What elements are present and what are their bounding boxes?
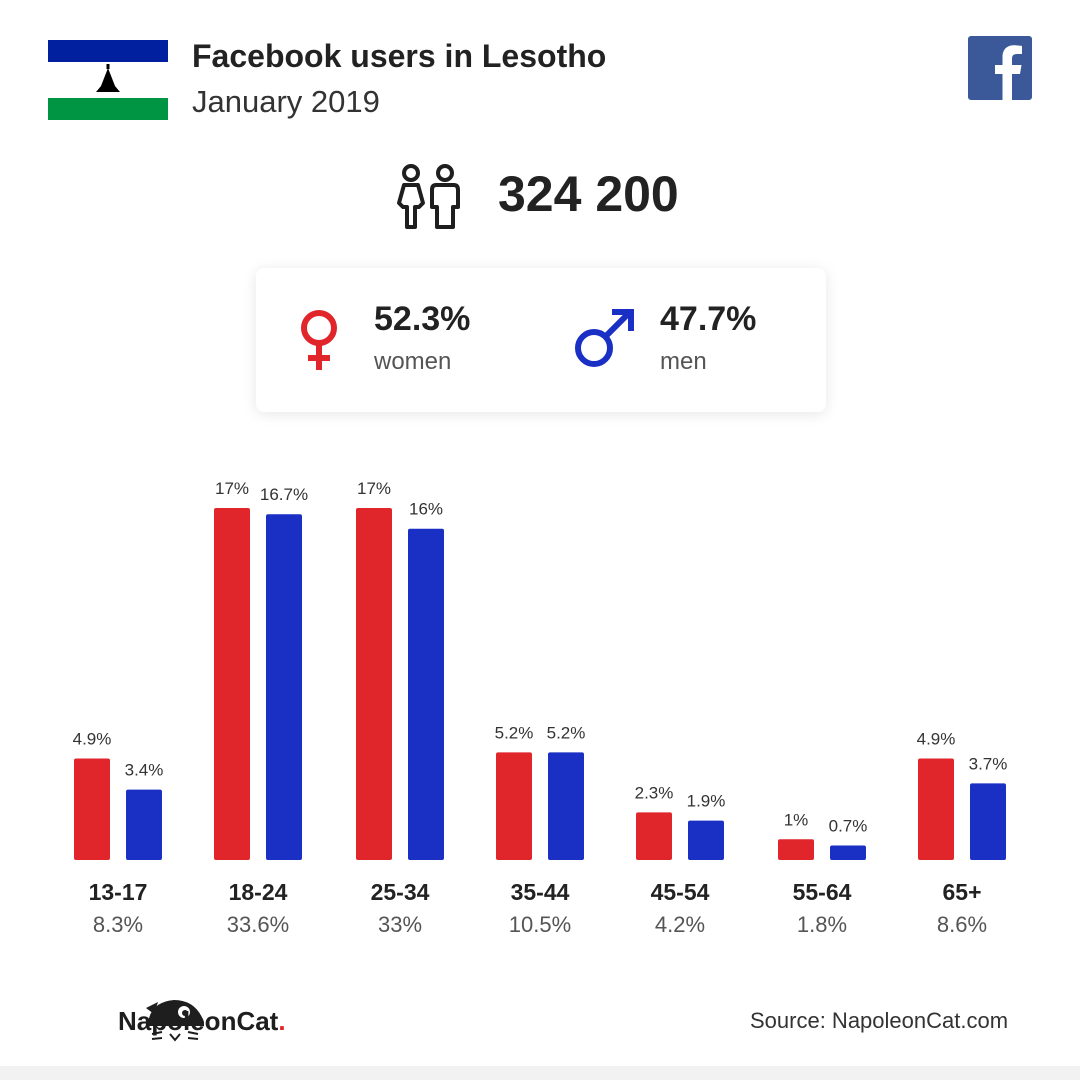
bar-group-13-17: 4.9% 3.4% 13-17 8.3% <box>73 730 164 937</box>
bar-series1-13-17 <box>74 758 110 860</box>
category-total-13-17: 8.3% <box>93 912 143 937</box>
men-percent: 47.7% <box>660 300 757 338</box>
source-credit: Source: NapoleonCat.com <box>750 1008 1009 1033</box>
facebook-icon[interactable] <box>968 36 1032 100</box>
total-users-value: 324 200 <box>498 166 679 222</box>
data-label-series1-65+: 4.9% <box>917 730 956 749</box>
bar-group-55-64: 1% 0.7% 55-64 1.8% <box>778 810 867 937</box>
page-subtitle: January 2019 <box>192 84 380 119</box>
women-percent: 52.3% <box>374 300 471 338</box>
data-label-series1-55-64: 1% <box>784 810 809 829</box>
women-label: women <box>374 348 452 375</box>
bar-group-35-44: 5.2% 5.2% 35-44 10.5% <box>495 723 586 937</box>
data-label-series2-25-34: 16% <box>409 500 443 519</box>
lesotho-flag-icon <box>48 40 168 120</box>
category-total-35-44: 10.5% <box>509 912 571 937</box>
female-symbol-icon <box>301 310 337 370</box>
bar-series2-18-24 <box>266 514 302 860</box>
bar-series2-45-54 <box>688 820 724 860</box>
data-label-series2-35-44: 5.2% <box>547 723 586 742</box>
data-label-series2-65+: 3.7% <box>969 754 1008 773</box>
data-label-series1-45-54: 2.3% <box>635 783 674 802</box>
brand-name-dot: . <box>278 1006 286 1036</box>
bar-group-25-34: 17% 16% 25-34 33% <box>356 479 444 937</box>
bar-group-65+: 4.9% 3.7% 65+ 8.6% <box>917 730 1008 937</box>
brand-name-text: NapoleonCat <box>118 1006 279 1036</box>
bar-series1-18-24 <box>214 508 250 860</box>
data-label-series2-18-24: 16.7% <box>260 485 308 504</box>
data-label-series1-35-44: 5.2% <box>495 723 534 742</box>
category-total-45-54: 4.2% <box>655 912 705 937</box>
category-total-25-34: 33% <box>378 912 422 937</box>
page-title: Facebook users in Lesotho <box>192 38 607 74</box>
data-label-series1-18-24: 17% <box>215 479 249 498</box>
bar-series1-45-54 <box>636 812 672 860</box>
bottom-strip <box>0 1066 1080 1080</box>
category-total-18-24: 33.6% <box>227 912 289 937</box>
bar-series2-55-64 <box>830 845 866 860</box>
brand-name[interactable]: NapoleonCat. <box>118 1006 286 1037</box>
bar-series1-65+ <box>918 758 954 860</box>
bar-series2-65+ <box>970 783 1006 860</box>
data-label-series1-13-17: 4.9% <box>73 730 112 749</box>
people-icon <box>397 164 460 229</box>
data-label-series1-25-34: 17% <box>357 479 391 498</box>
category-label-35-44: 35-44 <box>511 879 570 905</box>
category-label-65+: 65+ <box>942 879 981 905</box>
category-label-18-24: 18-24 <box>229 879 288 905</box>
napoleoncat-logo-icon <box>146 1000 204 1042</box>
bar-series1-55-64 <box>778 839 814 860</box>
bar-series1-25-34 <box>356 508 392 860</box>
male-symbol-icon <box>575 309 634 367</box>
data-label-series2-45-54: 1.9% <box>687 792 726 811</box>
bar-series2-13-17 <box>126 789 162 860</box>
age-gender-bar-chart: 4.9% 3.4% 13-17 8.3% 17% 16.7% 18-24 33.6% 17% 16… <box>73 479 1008 937</box>
bar-group-45-54: 2.3% 1.9% 45-54 4.2% <box>635 783 726 937</box>
data-label-series2-13-17: 3.4% <box>125 761 164 780</box>
data-label-series2-55-64: 0.7% <box>829 817 868 836</box>
men-label: men <box>660 348 707 375</box>
bar-series2-25-34 <box>408 528 444 860</box>
category-total-65+: 8.6% <box>937 912 987 937</box>
category-label-13-17: 13-17 <box>89 879 148 905</box>
bar-series2-35-44 <box>548 752 584 860</box>
category-label-55-64: 55-64 <box>793 879 852 905</box>
gender-split-card: 52.3% women 47.7% men <box>256 268 826 412</box>
bar-group-18-24: 17% 16.7% 18-24 33.6% <box>214 479 308 937</box>
bar-series1-35-44 <box>496 752 532 860</box>
category-label-25-34: 25-34 <box>371 879 430 905</box>
category-label-45-54: 45-54 <box>651 879 710 905</box>
category-total-55-64: 1.8% <box>797 912 847 937</box>
